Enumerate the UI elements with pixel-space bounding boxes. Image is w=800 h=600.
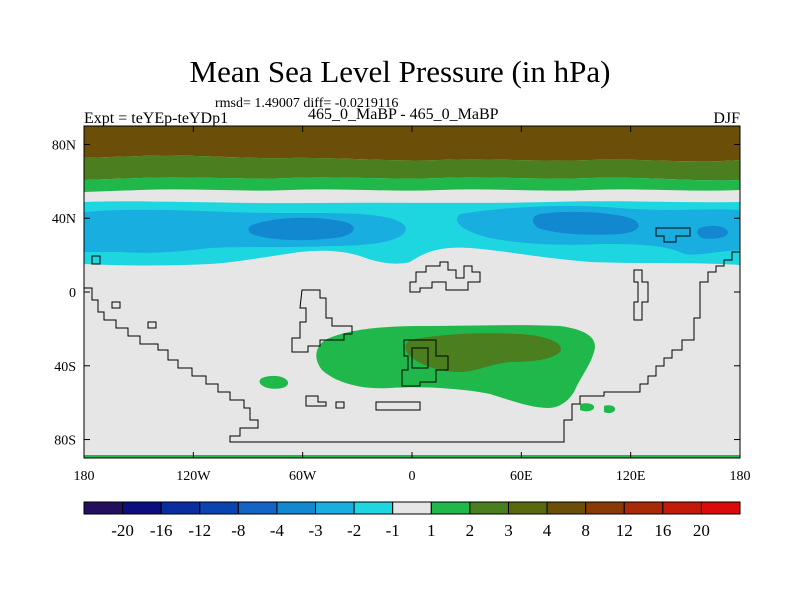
colorbar-swatch [430,501,471,515]
coastline-north-pacific-island [91,255,101,265]
colorbar-label: 2 [466,521,475,540]
colorbar: -20 -16 -12 -8 -4 -3 -2 -1 1 2 3 4 8 12 16 20 [83,501,741,540]
colorbar-label: -16 [150,521,173,540]
chart-title: Mean Sea Level Pressure (in hPa) [189,54,611,89]
field-blob-southern-midhigh [405,333,561,372]
colorbar-swatch [237,501,278,515]
field-blob-mid-negative-edge [92,239,107,251]
coastline-small-island-3 [335,401,345,409]
colorbar-label: -1 [386,521,400,540]
coastline-east-asia [655,227,691,243]
field-blob-strong-negative-pacific [697,225,728,239]
coastline-inner-block [411,347,429,369]
colorbar-swatch [199,501,239,515]
colorbar-label: -20 [111,521,134,540]
x-axis: 180 120W 60W 0 60E 120E 180 [74,126,751,484]
field-band-north-polar-high [84,126,740,162]
coastline-north-africa [409,261,481,293]
coastline-south-america-large [84,251,740,443]
colorbar-label: 1 [427,521,436,540]
colorbar-swatch [392,501,432,515]
coastline-small-island-2 [147,321,157,329]
coastline-antarctic-shelf [375,401,421,411]
colorbar-swatch [353,501,394,515]
coastlines [84,227,740,443]
coastline-southern-tip [305,395,327,407]
x-tick-label: 120W [176,469,211,484]
y-tick-label: 0 [69,286,76,301]
field-band-north-green [84,177,740,192]
field-blob-south-pacific [259,375,289,389]
stats-line: rmsd= 1.49007 diff= -0.0219116 [215,96,399,111]
colorbar-label: 16 [654,521,671,540]
colorbar-swatch [700,501,741,515]
coastline-madagascar-block [401,339,449,387]
colorbar-label: -3 [308,521,322,540]
field-blob-strong-negative-west [248,217,354,241]
colorbar-label: 12 [616,521,633,540]
colorbar-swatch [276,501,317,515]
colorbar-swatch [585,501,625,515]
colorbar-swatch [469,501,509,515]
colorbar-label: 8 [581,521,590,540]
y-axis: 80N 40N 0 40S 80S [52,138,740,449]
coastline-asia-peninsula [633,269,649,321]
x-tick-label: 0 [409,469,416,484]
colorbar-swatch [507,501,548,515]
coastline-africa [291,289,353,353]
y-tick-label: 40S [54,360,76,375]
colorbar-label: -12 [188,521,211,540]
x-tick-label: 180 [730,469,751,484]
colorbar-swatch [122,501,162,515]
colorbar-swatch [623,501,664,515]
field-band-north-midhigh [84,155,740,181]
colorbar-swatch [160,501,201,515]
colorbar-swatch [315,501,355,515]
y-tick-label: 40N [52,212,76,227]
field-blob-south-indian-small [604,405,616,414]
colorbar-label: 3 [504,521,513,540]
experiment-label: Expt = teYEp-teYDp1 [84,110,229,127]
colorbar-swatch [662,501,702,515]
field-blob-strong-negative-east [532,211,639,235]
x-tick-label: 60E [510,469,533,484]
coastline-small-island-1 [111,301,121,309]
colorbar-label: -2 [347,521,361,540]
colorbar-label: -8 [231,521,245,540]
colorbar-label: -4 [270,521,285,540]
x-tick-label: 180 [74,469,95,484]
x-tick-label: 60W [289,469,317,484]
colorbar-label: 20 [693,521,710,540]
colorbar-swatch [546,501,587,515]
field-blob-south-indian-small2 [580,403,595,412]
x-tick-label: 120E [616,469,646,484]
colorbar-swatch [83,501,124,515]
season-label: DJF [713,110,740,127]
chart-subtitle: 465_0_MaBP - 465_0_MaBP [308,106,499,123]
colorbar-label: 4 [543,521,552,540]
y-tick-label: 80S [54,434,76,449]
y-tick-label: 80N [52,138,76,153]
